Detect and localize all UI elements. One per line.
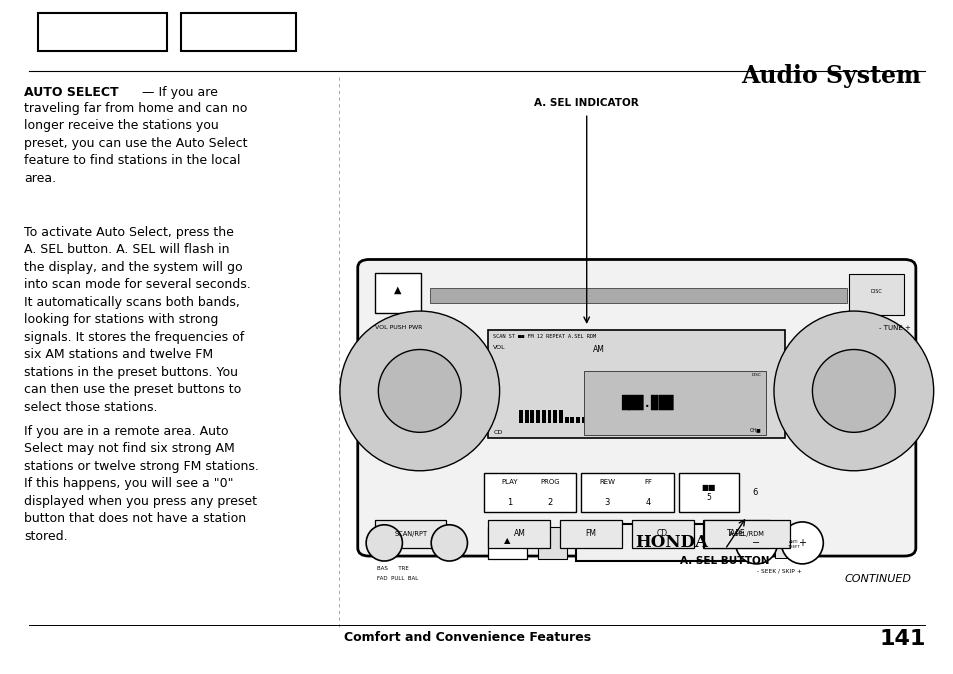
Bar <box>483 473 576 512</box>
Text: If you are in a remote area. Auto
Select may not find six strong AM
stations or : If you are in a remote area. Auto Select… <box>24 425 258 543</box>
Bar <box>536 410 539 423</box>
Text: AM: AM <box>513 529 525 539</box>
Text: CD: CD <box>493 430 502 435</box>
Ellipse shape <box>366 525 402 561</box>
Bar <box>559 520 621 548</box>
Bar <box>488 520 550 548</box>
Text: 3: 3 <box>604 498 609 507</box>
Text: - TUNE +: - TUNE + <box>879 325 910 331</box>
Text: AM: AM <box>593 345 604 354</box>
Bar <box>38 13 167 51</box>
Ellipse shape <box>378 350 460 432</box>
Text: SCAN/RPT: SCAN/RPT <box>395 531 427 537</box>
Ellipse shape <box>735 522 777 564</box>
Text: PROG: PROG <box>540 479 559 485</box>
Text: VOL: VOL <box>493 345 505 350</box>
Ellipse shape <box>431 525 467 561</box>
Text: THEFT: THEFT <box>786 545 800 549</box>
Bar <box>679 473 739 512</box>
Text: traveling far from home and can no
longer receive the stations you
preset, you c: traveling far from home and can no longe… <box>24 102 247 185</box>
Bar <box>848 274 903 315</box>
FancyBboxPatch shape <box>357 259 915 556</box>
Text: BAS      TRE: BAS TRE <box>376 566 408 571</box>
Ellipse shape <box>360 332 478 450</box>
Text: FF: FF <box>643 479 652 485</box>
Ellipse shape <box>781 522 822 564</box>
Text: ANTI: ANTI <box>788 540 798 543</box>
Text: To activate Auto Select, press the
A. SEL button. A. SEL will flash in
the displ: To activate Auto Select, press the A. SE… <box>24 226 251 414</box>
Bar <box>547 410 551 423</box>
Text: - SEEK / SKIP +: - SEEK / SKIP + <box>757 568 801 573</box>
Bar <box>703 520 789 548</box>
Bar <box>558 410 562 423</box>
Text: CH■: CH■ <box>749 427 760 432</box>
Text: PLAY: PLAY <box>501 479 517 485</box>
Bar <box>631 520 693 548</box>
Bar <box>518 410 522 423</box>
Bar <box>488 330 784 438</box>
Text: HONDA: HONDA <box>635 534 707 551</box>
Bar <box>774 528 812 558</box>
Text: REW: REW <box>598 479 615 485</box>
Text: 6: 6 <box>752 488 758 497</box>
Text: ▲: ▲ <box>394 285 401 295</box>
Text: FAD  PULL  BAL: FAD PULL BAL <box>376 576 417 580</box>
Ellipse shape <box>812 350 894 432</box>
Text: +: + <box>798 538 805 548</box>
Text: A. SEL INDICATOR: A. SEL INDICATOR <box>534 98 639 108</box>
Bar <box>488 527 526 559</box>
Bar <box>580 473 674 512</box>
Bar <box>530 410 534 423</box>
Bar <box>583 371 765 435</box>
Text: ▲: ▲ <box>504 537 510 545</box>
Text: ███.███: ███.███ <box>620 395 673 410</box>
Text: AUTO SELECT: AUTO SELECT <box>24 86 118 98</box>
Bar <box>564 417 568 423</box>
Text: 1: 1 <box>506 498 512 507</box>
Text: FM: FM <box>585 529 596 539</box>
Text: DISC: DISC <box>751 373 760 377</box>
Bar <box>576 417 579 423</box>
Text: SCAN ST ■■ FM 12 REPEAT A.SEL RDM: SCAN ST ■■ FM 12 REPEAT A.SEL RDM <box>493 334 596 338</box>
Text: A. SEL BUTTON: A. SEL BUTTON <box>679 556 769 566</box>
Text: Comfort and Convenience Features: Comfort and Convenience Features <box>344 631 591 644</box>
Ellipse shape <box>339 311 499 470</box>
Text: TAPE: TAPE <box>726 529 745 539</box>
Bar <box>375 273 420 313</box>
Bar <box>553 410 557 423</box>
Bar <box>581 417 585 423</box>
Bar <box>375 520 446 548</box>
Bar <box>576 524 766 561</box>
Bar <box>524 410 528 423</box>
Text: −: − <box>752 538 760 548</box>
Bar <box>181 13 295 51</box>
Text: CD: CD <box>657 529 667 539</box>
Text: ■■
5: ■■ 5 <box>701 483 716 502</box>
Bar <box>537 527 566 559</box>
Bar <box>541 410 545 423</box>
Text: Audio System: Audio System <box>740 64 920 88</box>
Text: DISC: DISC <box>870 288 882 294</box>
Text: A.SEL/RDM: A.SEL/RDM <box>728 531 764 537</box>
Bar <box>430 288 846 303</box>
Text: VOL PUSH PWR: VOL PUSH PWR <box>375 325 422 330</box>
Ellipse shape <box>794 332 912 450</box>
Bar <box>702 520 769 548</box>
Text: 4: 4 <box>645 498 650 507</box>
Text: 2: 2 <box>547 498 553 507</box>
Bar <box>570 417 574 423</box>
Text: CONTINUED: CONTINUED <box>843 574 910 584</box>
Text: 141: 141 <box>878 629 924 649</box>
Text: — If you are: — If you are <box>142 86 218 98</box>
Ellipse shape <box>773 311 933 470</box>
